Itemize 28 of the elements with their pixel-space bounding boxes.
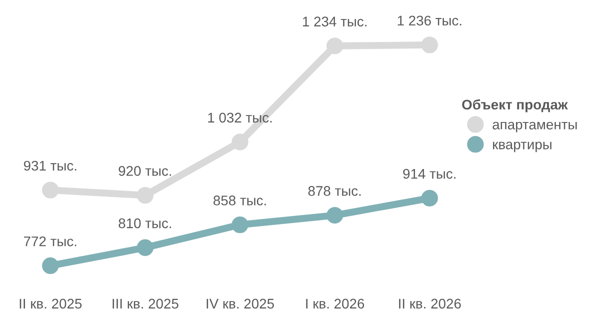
x-tick-label: II кв. 2026 [399, 298, 461, 309]
data-label: 1 032 тыс. [208, 112, 272, 123]
x-tick-label: I кв. 2026 [306, 298, 364, 309]
point [421, 36, 438, 54]
point [136, 239, 154, 256]
legend-title: Объект продаж [462, 99, 568, 112]
x-tick-label: III кв. 2025 [112, 298, 178, 309]
x-tick-label: IV кв. 2025 [206, 298, 274, 309]
point [326, 38, 344, 54]
data-label: 858 тыс. [214, 196, 266, 206]
point [42, 182, 59, 198]
point [326, 206, 344, 224]
data-label: 1 234 тыс. [302, 16, 366, 26]
point [42, 257, 59, 274]
legend-label: квартиры [493, 142, 552, 152]
point [136, 186, 154, 204]
data-label: 914 тыс. [403, 168, 456, 179]
point [232, 216, 248, 234]
data-label: 810 тыс. [118, 218, 172, 228]
data-label: 1 236 тыс. [398, 16, 462, 26]
point [232, 134, 248, 150]
legend-label: апартаменты [492, 122, 577, 132]
data-label: 931 тыс. [24, 160, 76, 171]
data-label: 772 тыс. [24, 236, 76, 246]
x-tick-label: II кв. 2025 [20, 298, 82, 309]
point [421, 190, 438, 206]
data-label: 878 тыс. [308, 186, 361, 196]
data-label: 920 тыс. [118, 166, 172, 176]
